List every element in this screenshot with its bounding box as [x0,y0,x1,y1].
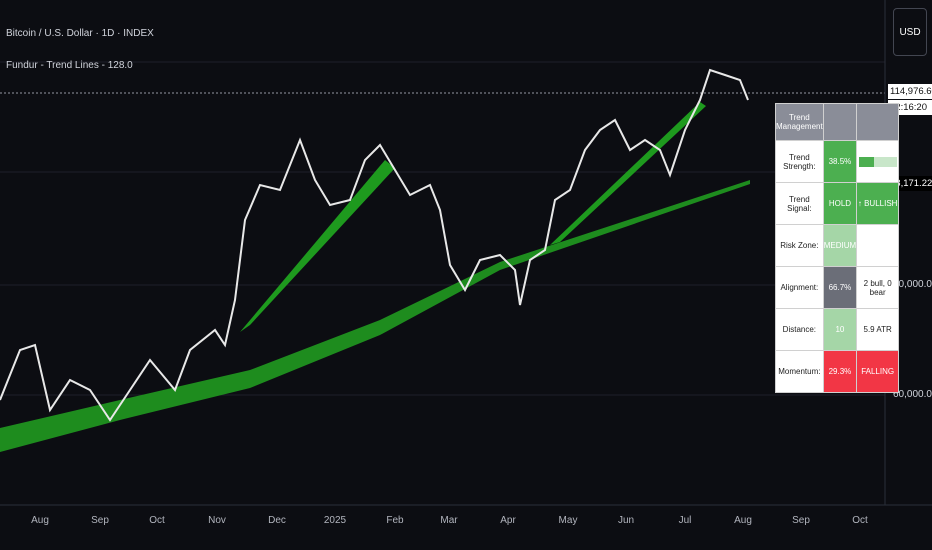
time-label: Jun [617,515,635,526]
row-value: 29.3% [822,350,858,393]
table-title: Trend Management [775,103,824,141]
row-status: 2 bull, 0 bear [856,266,900,309]
time-label: Oct [149,515,165,526]
symbol-title: Bitcoin / U.S. Dollar · 1D · INDEX [6,28,154,39]
row-value: 38.5% [822,140,858,183]
price-label: 60,000.00 [893,389,932,400]
time-label: Oct [852,515,868,526]
current-price: 114,976.60 [888,84,932,99]
strength-bar [858,156,897,167]
trend-ribbon [550,102,706,245]
row-status: ↑ BULLISH [856,182,900,225]
row-label: Alignment: [775,266,824,309]
time-label: Sep [792,515,810,526]
time-label: Aug [734,515,752,526]
time-label: Jul [678,515,692,526]
trend-ribbon [240,160,395,332]
row-label: Distance: [775,308,824,351]
price-series [0,68,749,422]
time-label: May [558,515,578,526]
row-value: HOLD [822,182,858,225]
time-label: Dec [268,515,286,526]
time-label: 2025 [323,515,347,526]
time-label: Mar [440,515,458,526]
row-label: Trend Signal: [775,182,824,225]
row-status: 5.9 ATR [856,308,900,351]
row-status: FALLING [856,350,900,393]
trend-ribbon [0,180,750,452]
currency-button[interactable]: USD [893,8,927,56]
time-label: Feb [386,515,404,526]
time-label: Nov [208,515,226,526]
trend-table: Trend Management Trend Strength: 38.5% Tr… [775,103,900,393]
row-value: MEDIUM [822,224,858,267]
row-value: 66.7% [822,266,858,309]
time-label: Sep [91,515,109,526]
time-label: Apr [500,515,516,526]
indicator-name: Fundur - Trend Lines - 128.0 [6,60,133,71]
time-label: Aug [31,515,49,526]
row-label: Momentum: [775,350,824,393]
row-label: Trend Strength: [775,140,824,183]
price-label: 80,000.00 [893,279,932,290]
row-value: 10 [822,308,858,351]
row-label: Risk Zone: [775,224,824,267]
